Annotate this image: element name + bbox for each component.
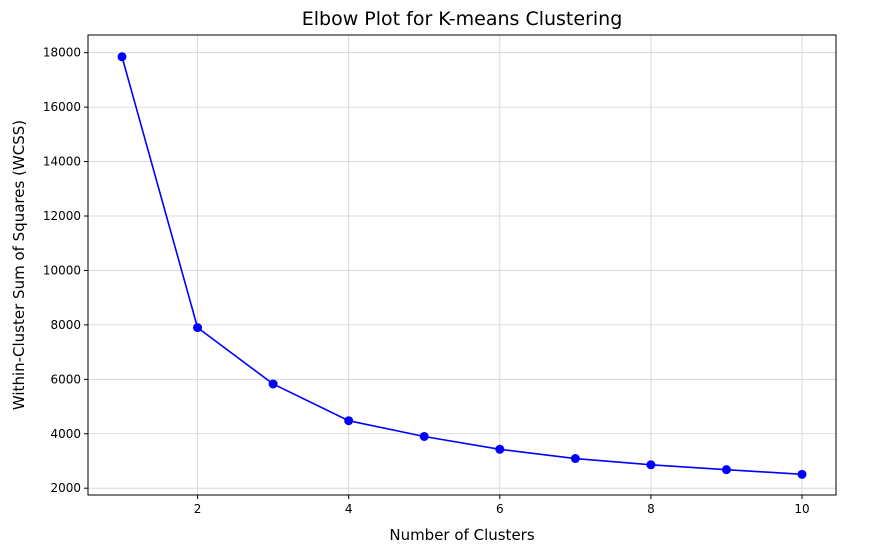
grid-layer <box>88 35 836 495</box>
y-tick-label: 14000 <box>43 155 81 169</box>
wcss-point <box>344 416 354 426</box>
y-axis-label: Within-Cluster Sum of Squares (WCSS) <box>10 120 28 410</box>
wcss-point <box>268 379 278 389</box>
series-layer <box>117 52 807 479</box>
y-tick-label: 8000 <box>50 318 81 332</box>
x-tick-label: 8 <box>647 502 655 516</box>
wcss-point <box>721 465 731 475</box>
wcss-point <box>117 52 127 62</box>
wcss-point <box>570 454 580 464</box>
x-tick-label: 2 <box>194 502 202 516</box>
wcss-point <box>419 431 429 441</box>
wcss-point <box>495 444 505 454</box>
ticks-layer: 2 4 6 8 10 2000 4000 6000 8000 10000 12000 14000 160… <box>43 46 810 516</box>
chart-title: Elbow Plot for K-means Clustering <box>302 8 623 30</box>
plot-frame <box>87 34 837 496</box>
y-tick-label: 6000 <box>50 372 81 386</box>
y-tick-label: 4000 <box>50 427 81 441</box>
x-tick-label: 6 <box>496 502 504 516</box>
x-tick-label: 4 <box>345 502 353 516</box>
y-tick-label: 2000 <box>50 481 81 495</box>
x-axis-label: Number of Clusters <box>389 526 534 544</box>
wcss-point <box>797 469 807 479</box>
x-tick-label: 10 <box>794 502 809 516</box>
wcss-point <box>646 460 656 470</box>
wcss-point <box>193 323 203 333</box>
y-tick-label: 10000 <box>43 263 81 277</box>
wcss-line <box>121 56 803 476</box>
y-tick-label: 16000 <box>43 100 81 114</box>
y-tick-label: 18000 <box>43 46 81 60</box>
y-tick-label: 12000 <box>43 209 81 223</box>
